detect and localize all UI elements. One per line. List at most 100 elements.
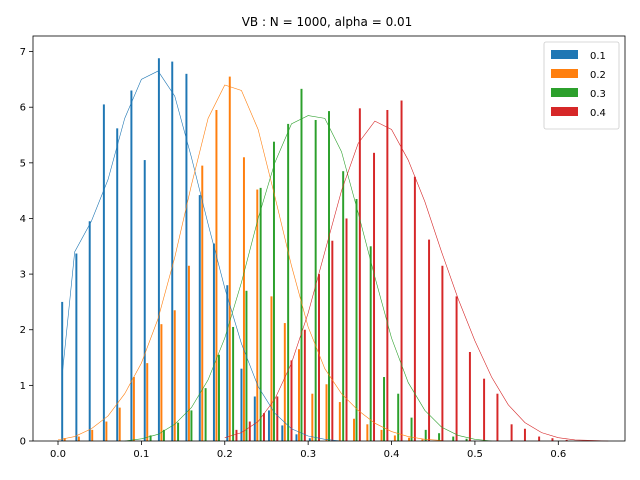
y-tick-label: 1	[20, 381, 26, 392]
legend-swatch-0.1	[551, 50, 578, 59]
bar-series-0.4-bin-7	[331, 240, 334, 441]
bar-series-0.2-bin-18	[311, 393, 314, 441]
bar-series-0.2-bin-0	[63, 438, 66, 441]
bar-series-0.1-bin-12	[226, 285, 229, 441]
kde-curves-layer	[57, 70, 609, 442]
plot-frame	[32, 35, 626, 442]
bar-series-0.2-bin-14	[256, 189, 259, 441]
bar-series-0.1-bin-13	[240, 368, 243, 441]
bar-series-0.3-bin-8	[259, 187, 262, 442]
bar-series-0.3-bin-13	[328, 111, 330, 441]
bar-series-0.1-bin-0	[61, 301, 64, 441]
bar-series-0.1-bin-9	[185, 73, 188, 441]
y-tick-label: 4	[20, 214, 26, 225]
bar-series-0.1-bin-11	[212, 243, 215, 441]
bar-series-0.4-bin-13	[413, 176, 416, 441]
bar-series-0.3-bin-14	[342, 171, 345, 441]
bar-series-0.2-bin-1	[77, 436, 80, 441]
bar-series-0.4-bin-9	[358, 108, 361, 441]
bar-series-0.2-bin-13	[242, 157, 245, 441]
kde-line-0.2	[57, 84, 442, 441]
bar-series-0.2-bin-23	[380, 429, 383, 441]
x-tick-label: 0.3	[300, 449, 316, 460]
bar-series-0.2-bin-24	[393, 435, 396, 441]
bar-series-0.3-bin-23	[465, 438, 468, 441]
bar-series-0.1-bin-10	[198, 195, 201, 441]
bar-series-0.2-bin-26	[421, 439, 424, 441]
bar-series-0.4-bin-12	[400, 100, 403, 441]
y-tick-label: 7	[20, 47, 26, 58]
bar-series-0.3-bin-0	[149, 435, 152, 441]
bar-series-0.1-bin-3	[102, 104, 105, 442]
bar-series-0.2-bin-25	[408, 437, 411, 441]
kde-line-0.1	[61, 70, 342, 442]
bar-series-0.4-bin-20	[510, 424, 513, 441]
y-tick-label: 5	[20, 158, 26, 169]
bar-series-0.4-bin-5	[303, 329, 306, 441]
bar-series-0.4-bin-17	[468, 351, 471, 441]
bar-series-0.4-bin-8	[345, 218, 348, 441]
bar-series-0.4-bin-16	[455, 296, 458, 441]
bar-series-0.2-bin-20	[338, 402, 341, 441]
bar-series-0.3-bin-20	[424, 429, 427, 441]
bar-series-0.3-bin-2	[177, 422, 180, 441]
bar-series-0.1-bin-8	[171, 61, 174, 442]
bar-series-0.2-bin-16	[283, 323, 286, 441]
bar-series-0.4-bin-19	[496, 393, 499, 441]
bar-series-0.3-bin-19	[410, 417, 413, 441]
bar-series-0.2-bin-12	[228, 76, 231, 442]
y-tick-label: 0	[20, 437, 26, 448]
bar-series-0.2-bin-7	[160, 324, 163, 441]
x-tick-label: 0.4	[384, 449, 400, 460]
bar-series-0.2-bin-17	[298, 349, 300, 441]
bar-series-0.2-bin-22	[366, 424, 369, 441]
bar-series-0.1-bin-18	[308, 438, 311, 441]
legend-swatch-0.3	[551, 88, 578, 97]
bar-series-0.3-bin-18	[397, 393, 400, 441]
x-axis: 0.0 0.1 0.2 0.3 0.4 0.5 0.6	[50, 441, 566, 460]
bar-series-0.4-bin-3	[276, 396, 279, 441]
kde-line-0.3	[124, 115, 492, 442]
bar-series-0.4-bin-23	[551, 438, 554, 441]
bar-series-0.4-bin-14	[428, 239, 431, 441]
bar-series-0.4-bin-22	[538, 436, 541, 441]
bar-series-0.4-bin-0	[235, 429, 238, 441]
x-tick-label: 0.2	[217, 449, 233, 460]
x-tick-label: 0.0	[50, 449, 66, 460]
bar-series-0.3-bin-1	[162, 429, 165, 441]
bar-series-0.4-bin-2	[262, 413, 265, 441]
bar-series-0.4-bin-4	[290, 360, 293, 441]
legend-label-0.4: 0.4	[590, 108, 606, 119]
bar-series-0.1-bin-2	[88, 221, 91, 441]
bar-series-0.2-bin-9	[187, 265, 190, 441]
bar-series-0.4-bin-1	[248, 421, 251, 441]
legend-swatch-0.4	[551, 107, 578, 116]
x-tick-label: 0.6	[550, 449, 566, 460]
legend-swatch-0.2	[551, 69, 578, 78]
bar-series-0.2-bin-8	[173, 310, 176, 441]
bar-series-0.3-bin-4	[204, 388, 207, 441]
bar-series-0.3-bin-11	[300, 88, 303, 441]
bar-series-0.4-bin-6	[318, 274, 320, 441]
bar-series-0.3-bin-17	[383, 377, 386, 441]
bar-series-0.2-bin-15	[270, 296, 273, 441]
y-tick-label: 2	[20, 325, 26, 336]
bar-series-0.1-bin-7	[157, 58, 160, 441]
bar-series-0.1-bin-17	[295, 434, 298, 441]
legend-label-0.2: 0.2	[590, 70, 606, 81]
bar-series-0.3-bin-5	[217, 354, 220, 441]
bar-series-0.1-bin-5	[130, 90, 133, 442]
x-tick-label: 0.5	[467, 449, 483, 460]
bar-series-0.3-bin-22	[452, 436, 455, 441]
y-tick-label: 3	[20, 270, 26, 281]
bar-series-0.2-bin-21	[353, 418, 355, 441]
chart-title: VB : N = 1000, alpha = 0.01	[242, 15, 413, 29]
bar-series-0.2-bin-6	[146, 363, 149, 441]
bar-series-0.2-bin-2	[91, 429, 94, 441]
bar-series-0.1-bin-6	[143, 160, 146, 441]
bar-series-0.4-bin-10	[373, 152, 376, 441]
bar-series-0.1-bin-15	[267, 410, 270, 441]
bar-series-0.2-bin-10	[201, 165, 204, 441]
